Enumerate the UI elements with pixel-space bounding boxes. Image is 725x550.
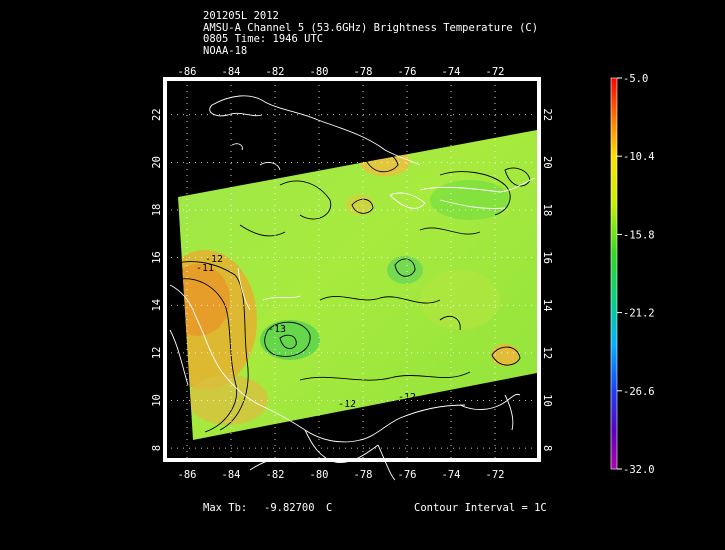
lon-tick-bottom: -84: [222, 469, 241, 481]
max-tb-label: Max Tb:: [203, 502, 248, 514]
lat-tick-left: 20: [151, 156, 163, 169]
lon-tick-bottom: -78: [354, 469, 373, 481]
contour-label: -13: [268, 324, 286, 335]
lat-tick-right: 20: [541, 156, 553, 169]
lat-tick-right: 22: [541, 108, 553, 121]
lat-tick-left: 14: [151, 299, 163, 312]
max-tb-value: -9.82700: [264, 502, 315, 514]
lat-tick-left: 18: [151, 204, 163, 217]
lon-tick-top: -72: [486, 66, 505, 78]
lon-tick-top: -86: [178, 66, 197, 78]
lon-tick-top: -84: [222, 66, 241, 78]
brightness-swath: [178, 130, 537, 440]
colorbar: -5.0 -10.4 -15.8 -21.2 -26.6 -32.0: [610, 73, 655, 476]
lat-tick-right: 14: [541, 299, 553, 312]
lat-tick-right: 16: [541, 251, 553, 264]
title-line-4: NOAA-18: [203, 44, 248, 57]
lon-tick-bottom: -72: [486, 469, 505, 481]
longitude-ticks-top: -86 -84 -82 -80 -78 -76 -74 -72: [178, 66, 505, 78]
lat-tick-right: 18: [541, 204, 553, 217]
contour-label: -11: [196, 263, 214, 274]
lat-tick-right: 12: [541, 347, 553, 360]
title-line-2: AMSU-A Channel 5 (53.6GHz) Brightness Te…: [203, 21, 539, 34]
colorbar-label: -21.2: [623, 308, 655, 320]
lon-tick-bottom: -82: [266, 469, 285, 481]
latitude-ticks-left: 8 10 12 14 16 18 20 22: [151, 108, 163, 451]
colorbar-label: -26.6: [623, 386, 655, 398]
lon-tick-top: -74: [442, 66, 461, 78]
lon-tick-bottom: -80: [310, 469, 329, 481]
title-line-3: 0805 Time: 1946 UTC: [203, 33, 324, 45]
contour-label: -12: [205, 254, 223, 265]
lat-tick-left: 22: [151, 108, 163, 121]
lat-tick-left: 12: [151, 347, 163, 360]
colorbar-label: -5.0: [623, 73, 648, 85]
title-block: 201205L 2012 AMSU-A Channel 5 (53.6GHz) B…: [203, 10, 539, 57]
colorbar-label: -10.4: [623, 151, 655, 163]
graticule: [165, 79, 539, 460]
lat-tick-right: 8: [541, 445, 553, 451]
contour-interval: Contour Interval = 1C: [414, 502, 547, 514]
longitude-ticks-bottom: -86 -84 -82 -80 -78 -76 -74 -72: [178, 469, 505, 481]
latitude-ticks-right: 8 10 12 14 16 18 20 22: [541, 108, 553, 451]
title-line-1: 201205L 2012: [203, 10, 279, 22]
lon-tick-bottom: -76: [398, 469, 417, 481]
max-tb-unit: C: [326, 502, 333, 514]
lon-tick-top: -80: [310, 66, 329, 78]
lon-tick-top: -76: [398, 66, 417, 78]
lon-tick-top: -82: [266, 66, 285, 78]
lat-tick-left: 16: [151, 251, 163, 264]
map-frame: [163, 77, 541, 462]
lat-tick-right: 10: [541, 394, 553, 407]
lon-tick-bottom: -74: [442, 469, 461, 481]
lon-tick-bottom: -86: [178, 469, 197, 481]
contour-label: -12: [338, 399, 356, 410]
lon-tick-top: -78: [354, 66, 373, 78]
lat-tick-left: 8: [151, 445, 163, 451]
lat-tick-left: 10: [151, 394, 163, 407]
colorbar-label: -15.8: [623, 229, 655, 241]
colorbar-label: -32.0: [623, 464, 655, 476]
